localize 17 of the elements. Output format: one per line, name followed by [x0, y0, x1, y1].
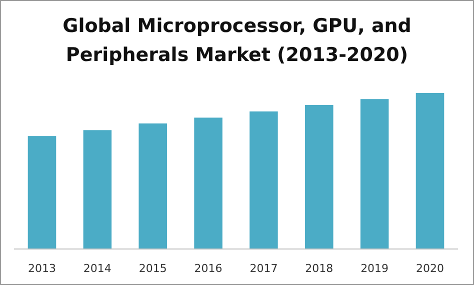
x-tick-label: 2014: [83, 262, 112, 275]
bar: [138, 123, 167, 249]
x-tick-label: 2017: [250, 262, 278, 275]
x-tick-label: 2018: [305, 262, 334, 275]
bar: [416, 93, 444, 249]
x-tick-label: 2016: [194, 262, 222, 275]
bar: [250, 111, 278, 249]
bar: [305, 105, 334, 249]
x-tick-label: 2020: [416, 262, 444, 275]
bar: [83, 130, 112, 249]
x-tick-label: 2013: [28, 262, 56, 275]
x-tick-label: 2015: [138, 262, 167, 275]
bar: [194, 118, 222, 249]
chart-title: Global Microprocessor, GPU, and Peripherals Market (2013-2020): [62, 15, 412, 66]
bar: [28, 136, 56, 249]
x-tick-label: 2019: [360, 262, 389, 275]
bar: [360, 99, 389, 249]
